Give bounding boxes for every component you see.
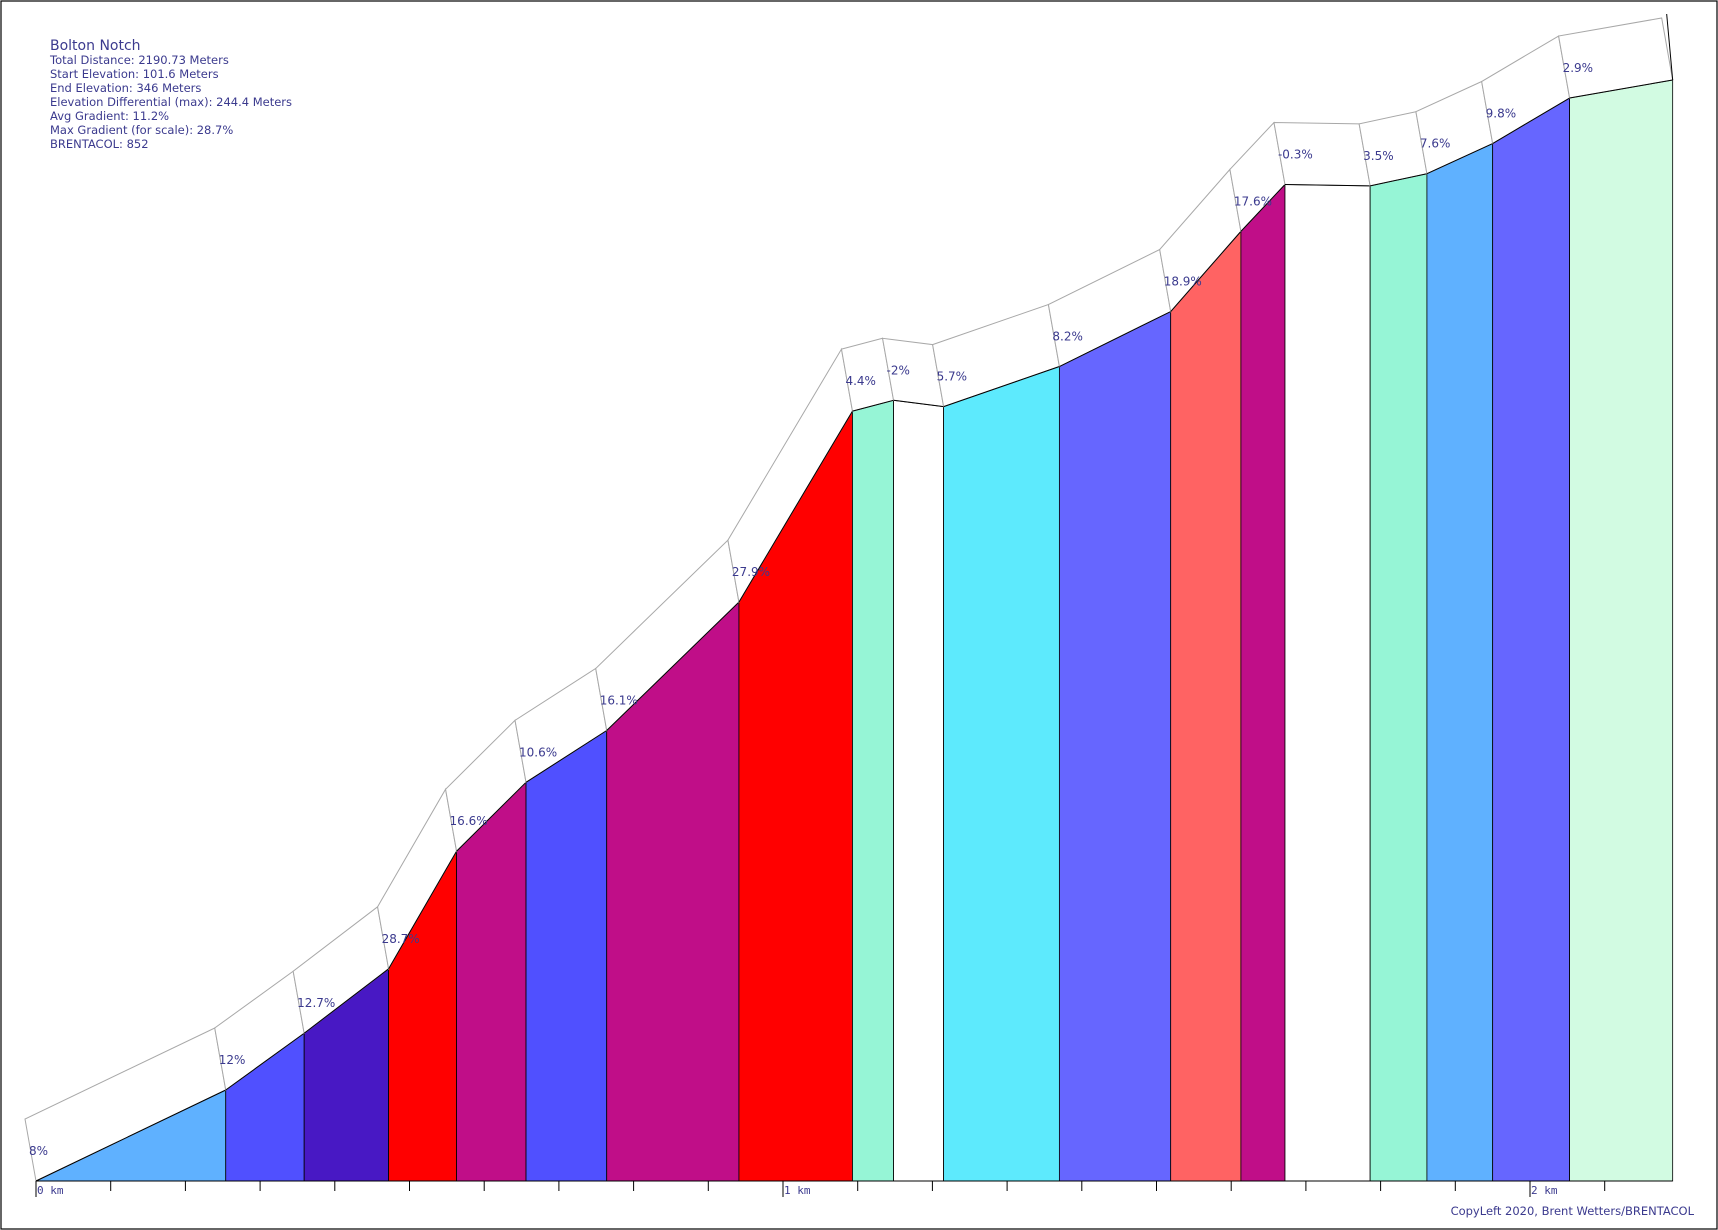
credit-text: CopyLeft 2020, Brent Wetters/BRENTACOL <box>1451 1204 1695 1218</box>
gradient-label-10: -2% <box>887 363 910 377</box>
profile-edge-3 <box>303 968 389 1034</box>
gradient-label-18: 9.8% <box>1486 107 1517 121</box>
total-distance-text: Total Distance: 2190.73 Meters <box>49 53 229 67</box>
gradient-label-12: 8.2% <box>1052 330 1083 344</box>
profile-edge-17 <box>1426 143 1493 175</box>
max-gradient-text: Max Gradient (for scale): 28.7% <box>50 123 233 137</box>
gradient-label-15: -0.3% <box>1278 148 1313 162</box>
x-tick-label: 1 km <box>784 1184 811 1197</box>
profile-edge-7 <box>606 601 740 731</box>
gradient-label-5: 16.6% <box>450 814 488 828</box>
x-tick-label: 2 km <box>1531 1184 1558 1197</box>
brentacol-score-text: BRENTACOL: 852 <box>50 137 149 151</box>
start-elevation-text: Start Elevation: 101.6 Meters <box>50 67 219 81</box>
segment-6 <box>525 729 608 1182</box>
profile-edge-12 <box>1059 311 1171 367</box>
x-tick-label: 0 km <box>37 1184 64 1197</box>
profile-edge-1 <box>35 1089 226 1182</box>
segment-14 <box>1240 183 1286 1182</box>
gradient-label-1: 8% <box>29 1144 48 1158</box>
profile-edge-6 <box>525 730 607 783</box>
gradient-label-16: 3.5% <box>1363 149 1394 163</box>
segment-10 <box>893 399 945 1182</box>
profile-edge-5 <box>456 781 527 852</box>
segment-5 <box>456 781 527 1182</box>
segment-13 <box>1170 230 1242 1182</box>
profile-edge-4 <box>388 850 457 970</box>
profile-edge-19 <box>1569 79 1673 99</box>
ribbon-end-cap <box>1666 13 1674 81</box>
gradient-label-11: 5.7% <box>937 370 968 384</box>
gradient-label-14: 17.6% <box>1234 194 1272 208</box>
segment-15 <box>1284 184 1371 1182</box>
segment-9 <box>852 399 894 1182</box>
gradient-label-7: 16.1% <box>600 694 638 708</box>
gradient-label-19: 2.9% <box>1563 61 1594 75</box>
avg-gradient-text: Avg Gradient: 11.2% <box>50 109 169 123</box>
gradient-label-8: 27.9% <box>732 565 770 579</box>
elevation-differential-text: Elevation Differential (max): 244.4 Mete… <box>50 95 292 109</box>
segments-layer <box>35 79 1674 1182</box>
gradient-label-17: 7.6% <box>1420 137 1451 151</box>
profile-edge-14 <box>1240 184 1286 232</box>
gradient-label-6: 10.6% <box>519 745 557 759</box>
profile-edge-13 <box>1170 231 1242 312</box>
info-block: Bolton Notch Total Distance: 2190.73 Met… <box>49 38 292 151</box>
gradient-label-4: 28.7% <box>382 932 420 946</box>
x-axis: 0 km 1 km 2 km <box>35 1180 1673 1197</box>
profile-edge-9 <box>852 399 894 412</box>
segment-17 <box>1426 142 1494 1182</box>
segment-12 <box>1058 310 1172 1182</box>
profile-edge-2 <box>225 1032 305 1091</box>
profile-edge-15 <box>1284 184 1371 187</box>
ribbon-layer: 8%12%12.7%28.7%16.6%10.6%16.1%27.9%4.4%-… <box>24 13 1674 1182</box>
segment-11 <box>943 365 1060 1182</box>
gradient-label-13: 18.9% <box>1164 275 1202 289</box>
gradient-label-3: 12.7% <box>297 996 335 1010</box>
profile-edge-11 <box>943 366 1060 408</box>
profile-edge-16 <box>1370 173 1428 187</box>
profile-edge-10 <box>893 399 944 408</box>
end-elevation-text: End Elevation: 346 Meters <box>50 81 201 95</box>
gradient-label-2: 12% <box>219 1053 246 1067</box>
gradient-label-9: 4.4% <box>845 374 876 388</box>
segment-18 <box>1492 97 1570 1182</box>
segment-16 <box>1369 173 1428 1182</box>
segment-19 <box>1569 79 1674 1182</box>
chart-title: Bolton Notch <box>50 38 141 54</box>
profile-edge-18 <box>1492 97 1570 144</box>
profile-edge-8 <box>738 410 853 603</box>
